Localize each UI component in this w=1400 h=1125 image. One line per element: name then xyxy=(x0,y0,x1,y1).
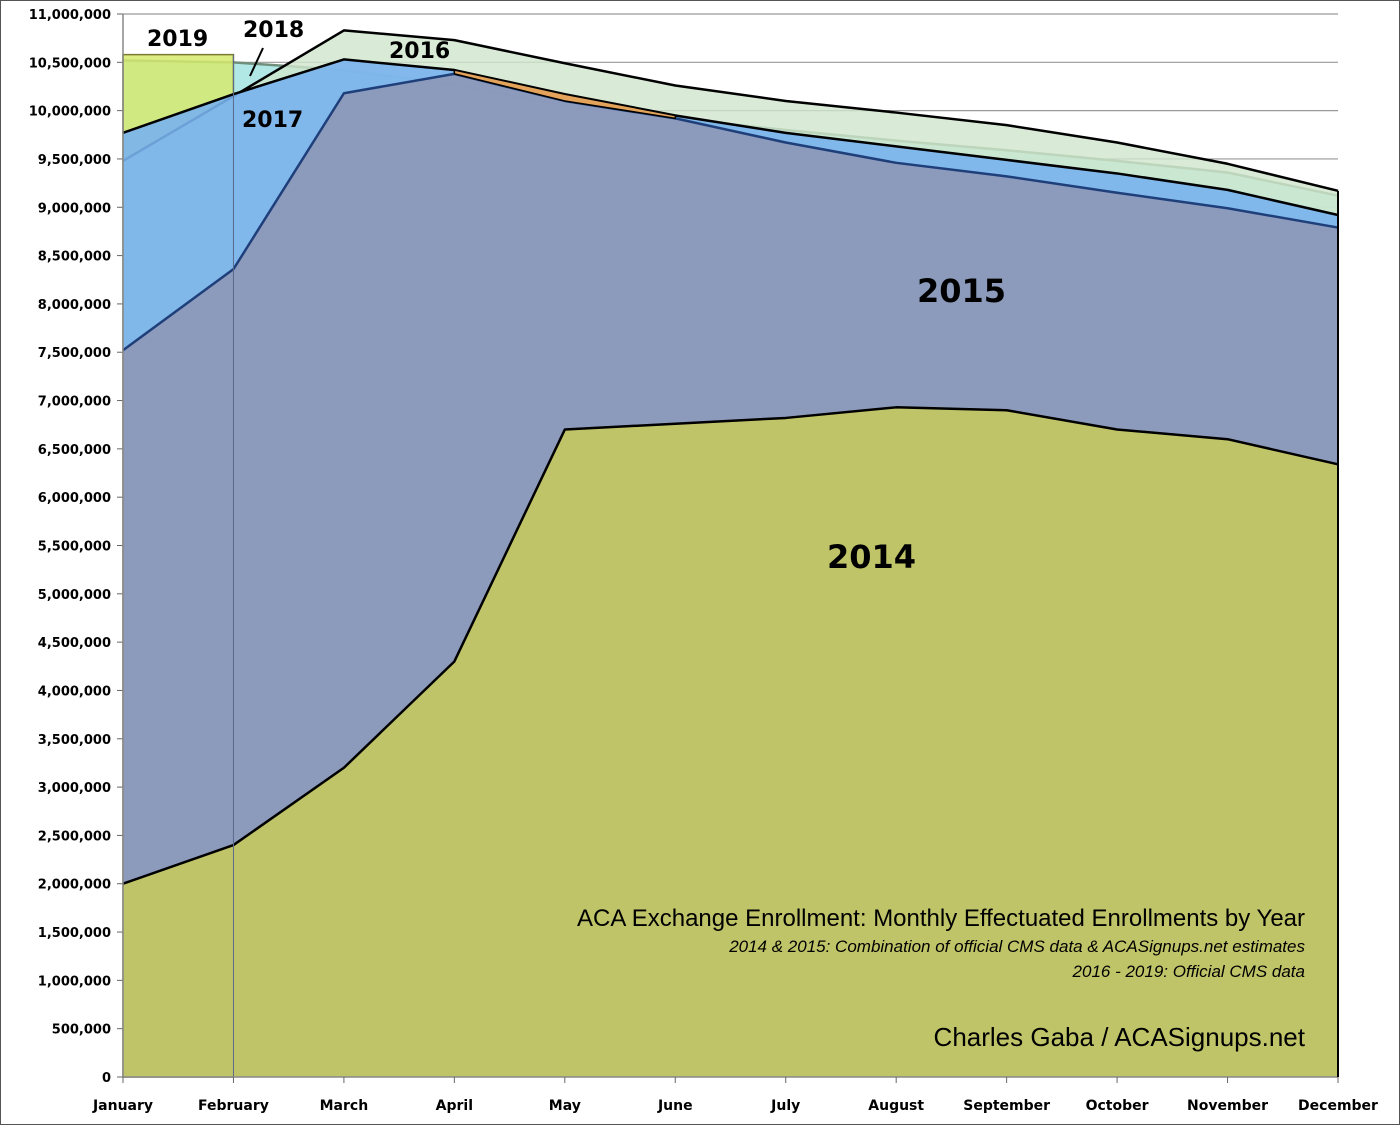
y-tick-label: 7,000,000 xyxy=(38,395,111,410)
title-block: ACA Exchange Enrollment: Monthly Effectu… xyxy=(577,905,1306,1052)
series-areas xyxy=(122,29,1339,1078)
label-2018: 2018 xyxy=(243,18,304,43)
line-2015 xyxy=(122,72,1339,352)
x-tick-label: May xyxy=(549,1098,581,1114)
accent-band-area xyxy=(453,69,677,120)
axes: 0 500,000 1,000,000 1,500,000 2,000,000 2,500… xyxy=(29,8,1378,1114)
y-tick-label: 5,500,000 xyxy=(38,540,111,555)
y-tick-label: 4,000,000 xyxy=(38,684,111,699)
y-tick-label: 4,500,000 xyxy=(38,636,111,651)
series-labels: 2019 2018 2017 2016 2015 2014 xyxy=(147,18,1006,576)
label-2016: 2016 xyxy=(389,39,450,64)
y-tick-label: 0 xyxy=(102,1071,111,1086)
x-tick-label: January xyxy=(92,1098,153,1114)
y-tick-label: 7,500,000 xyxy=(38,346,111,361)
y-tick-label: 6,500,000 xyxy=(38,443,111,458)
label-2018-pointer xyxy=(249,47,264,77)
y-tick-label: 8,000,000 xyxy=(38,298,111,313)
y-tick-label: 500,000 xyxy=(52,1023,111,1038)
y-tick-label: 1,500,000 xyxy=(38,926,111,941)
y-tick-label: 10,500,000 xyxy=(29,56,111,71)
chart-title: ACA Exchange Enrollment: Monthly Effectu… xyxy=(577,905,1305,932)
line-2017 xyxy=(122,58,1339,217)
x-tick-label: March xyxy=(320,1098,369,1114)
label-2014: 2014 xyxy=(827,538,916,576)
y-tick-label: 2,500,000 xyxy=(38,829,111,844)
line-2016 xyxy=(122,29,1339,193)
x-tick-label: November xyxy=(1187,1098,1268,1114)
x-tick-label: December xyxy=(1298,1098,1378,1114)
x-tick-label: August xyxy=(868,1098,924,1114)
y-tick-label: 1,000,000 xyxy=(38,974,111,989)
y-tick-label: 9,500,000 xyxy=(38,153,111,168)
line-2014 xyxy=(122,406,1339,885)
y-tick-label: 5,000,000 xyxy=(38,588,111,603)
x-tick-label: April xyxy=(436,1098,473,1114)
x-tick-label: July xyxy=(770,1098,800,1114)
y-tick-label: 10,000,000 xyxy=(29,105,111,120)
chart-subtitle-2: 2016 - 2019: Official CMS data xyxy=(1072,962,1305,981)
y-tick-label: 6,000,000 xyxy=(38,491,111,506)
x-tick-label: February xyxy=(198,1098,269,1114)
y-tick-label: 3,500,000 xyxy=(38,733,111,748)
label-2015: 2015 xyxy=(917,272,1006,310)
y-tick-label: 11,000,000 xyxy=(29,8,111,23)
x-tick-label: September xyxy=(963,1098,1050,1114)
label-2019: 2019 xyxy=(147,27,208,52)
area-2014 xyxy=(123,407,1338,1077)
x-tick-label: June xyxy=(657,1098,693,1114)
y-tick-label: 8,500,000 xyxy=(38,250,111,265)
chart-credit: Charles Gaba / ACASignups.net xyxy=(934,1022,1306,1052)
chart-subtitle-1: 2014 & 2015: Combination of official CMS… xyxy=(728,937,1305,956)
y-tick-label: 3,000,000 xyxy=(38,781,111,796)
y-tick-label: 2,000,000 xyxy=(38,878,111,893)
y-tick-label: 9,000,000 xyxy=(38,201,111,216)
x-tick-label: October xyxy=(1086,1098,1149,1114)
label-2017: 2017 xyxy=(242,108,303,133)
